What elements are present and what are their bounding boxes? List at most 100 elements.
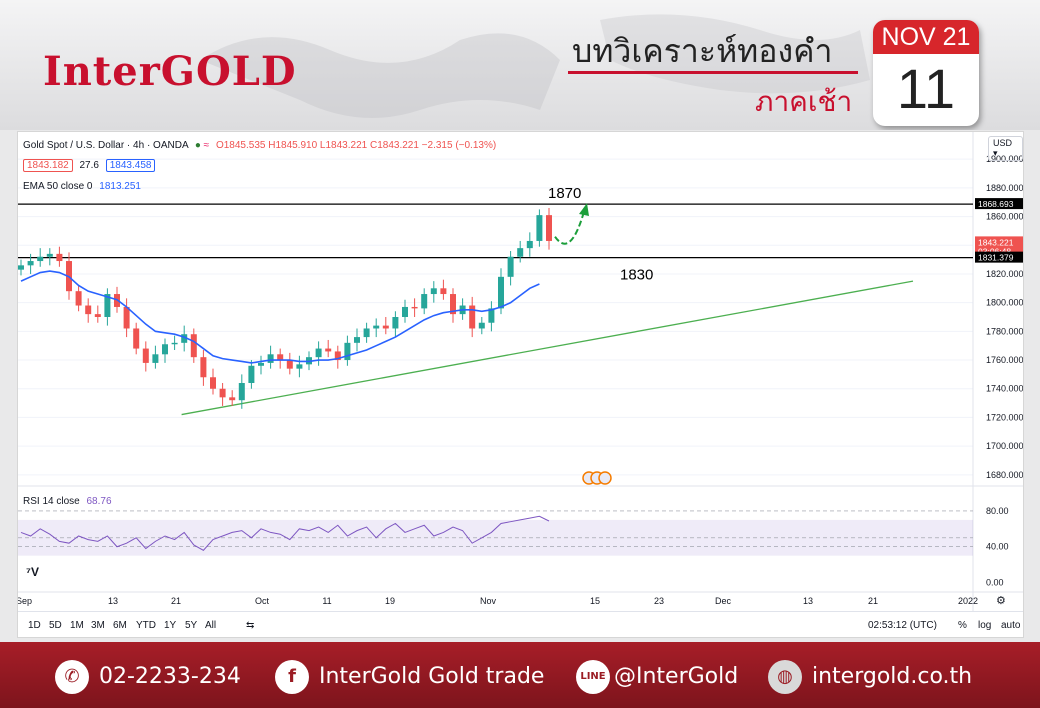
header-banner: InterGOLD บทวิเคราะห์ทองคำ ภาคเช้า NOV 2… [0, 0, 1040, 130]
chevron-down-icon: ▾ [993, 148, 998, 158]
x-tick-label: 21 [868, 596, 878, 606]
timeframe-ytd[interactable]: YTD [136, 620, 156, 631]
rsi-line [20, 515, 550, 551]
candle-body [296, 364, 303, 369]
candle-body [411, 306, 418, 309]
candle-body [238, 383, 245, 401]
currency-selector[interactable]: USD ▾ [988, 136, 1023, 161]
candle-body [354, 337, 360, 343]
support-price-label: 1831.379 [978, 253, 1014, 263]
candle-body [498, 276, 504, 309]
percent-toggle[interactable]: % [958, 620, 967, 631]
y-tick-label: 1720.000 [986, 412, 1023, 422]
candle-body [430, 288, 437, 295]
economic-event-flag-icon[interactable] [598, 471, 612, 485]
candle-body [85, 305, 92, 315]
candle-body [402, 306, 408, 317]
bid-ask-row: 1843.182 27.6 1843.458 [23, 159, 156, 172]
candle-body [190, 334, 197, 358]
rsi-tick-label: 0.00 [986, 578, 1004, 588]
candle-body [162, 344, 168, 355]
auto-toggle[interactable]: auto [1001, 620, 1021, 631]
candle-body [517, 248, 524, 257]
x-tick-label: 19 [385, 596, 395, 606]
chart-panel[interactable]: 1680.000 1700.000 1720.000 1740.000 1760.000… [17, 131, 1024, 638]
candle-body [325, 348, 332, 352]
line-id: @InterGold [614, 664, 739, 689]
candle-body [267, 354, 274, 363]
candle-body [37, 256, 44, 262]
y-tick-label: 1740.000 [986, 384, 1023, 394]
utc-clock[interactable]: 02:53:12 (UTC) [868, 620, 937, 631]
candle-body [181, 334, 188, 343]
rsi-tick-label: 40.00 [986, 542, 1009, 552]
support-trendline [181, 280, 914, 416]
x-tick-label: Sep [18, 596, 32, 606]
compare-calendar-icon[interactable]: ⇆ [246, 620, 255, 631]
candle-body [248, 365, 255, 383]
timeframe-all[interactable]: All [205, 620, 217, 631]
price-chart[interactable]: 1680.000 1700.000 1720.000 1740.000 1760.000… [18, 132, 1023, 612]
contact-footer: ✆ 02-2233-234 f InterGold Gold trade LINE @… [0, 642, 1040, 708]
session-subtitle: ภาคเช้า [755, 85, 853, 118]
gear-icon[interactable]: ⚙ [996, 594, 1006, 607]
candle-body [315, 348, 322, 358]
timeframe-5y[interactable]: 5Y [185, 620, 198, 631]
support-price-label-bg [975, 251, 1023, 263]
ohlc-values: O1845.535 H1845.910 L1843.221 C1843.221 … [215, 140, 497, 151]
y-tick-label: 1900.000 [986, 154, 1023, 164]
buy-price-box[interactable]: 1843.458 [105, 159, 156, 172]
timeframe-1m[interactable]: 1M [70, 620, 84, 631]
x-tick-label: 13 [108, 596, 118, 606]
projection-arrow [554, 207, 586, 245]
candle-body [123, 306, 130, 329]
line-contact[interactable]: LINE @InterGold [576, 660, 738, 694]
candle-body [334, 351, 341, 361]
x-tick-label: 11 [322, 596, 331, 606]
x-tick-label: 23 [654, 596, 664, 606]
candle-body [219, 388, 226, 398]
arrow-head-icon [579, 203, 589, 216]
x-tick-label: 2022 [958, 596, 978, 606]
candle-body [104, 294, 111, 317]
candle-body [526, 240, 533, 249]
rsi-legend: RSI 14 close 68.76 [23, 496, 112, 507]
candle-body [18, 265, 24, 270]
candle-body [75, 291, 82, 306]
x-tick-label: Dec [715, 596, 732, 606]
candle-body [478, 322, 485, 329]
timeframe-5d[interactable]: 5D [49, 620, 62, 631]
candle-body [286, 360, 293, 369]
symbol-title: Gold Spot / U.S. Dollar · 4h · OANDA [23, 140, 189, 151]
phone-number: 02-2233-234 [99, 664, 241, 689]
intergold-logo: InterGOLD [43, 48, 297, 95]
candle-body [27, 261, 34, 266]
timeframe-1d[interactable]: 1D [28, 620, 41, 631]
candle-body [258, 362, 264, 366]
y-tick-label: 1780.000 [986, 326, 1023, 336]
candle-body [488, 308, 495, 323]
calendar-day: 11 [896, 57, 956, 120]
facebook-contact[interactable]: f InterGold Gold trade [275, 660, 544, 694]
log-toggle[interactable]: log [978, 620, 992, 631]
candle-body [94, 314, 101, 317]
y-tick-label: 1820.000 [986, 269, 1023, 279]
website-contact[interactable]: ◍ intergold.co.th [768, 660, 972, 694]
resistance-price-label: 1868.693 [978, 199, 1014, 209]
phone-contact[interactable]: ✆ 02-2233-234 [55, 660, 241, 694]
candle-body [46, 253, 53, 257]
candle-body [152, 354, 159, 363]
y-tick-label: 1680.000 [986, 470, 1023, 480]
candle-body [507, 256, 514, 277]
candle-body [56, 253, 63, 262]
y-tick-label: 1700.000 [986, 441, 1023, 451]
timeframe-6m[interactable]: 6M [113, 620, 127, 631]
timeframe-1y[interactable]: 1Y [164, 620, 177, 631]
last-price-label-countdown: 03:06:48 [978, 246, 1011, 256]
sell-price-box[interactable]: 1843.182 [23, 159, 73, 172]
candle-body [382, 325, 389, 329]
ema-label: EMA 50 close 0 [23, 181, 93, 192]
timeframe-3m[interactable]: 3M [91, 620, 105, 631]
candle-body [277, 354, 284, 361]
x-tick-label: Nov [480, 596, 497, 606]
